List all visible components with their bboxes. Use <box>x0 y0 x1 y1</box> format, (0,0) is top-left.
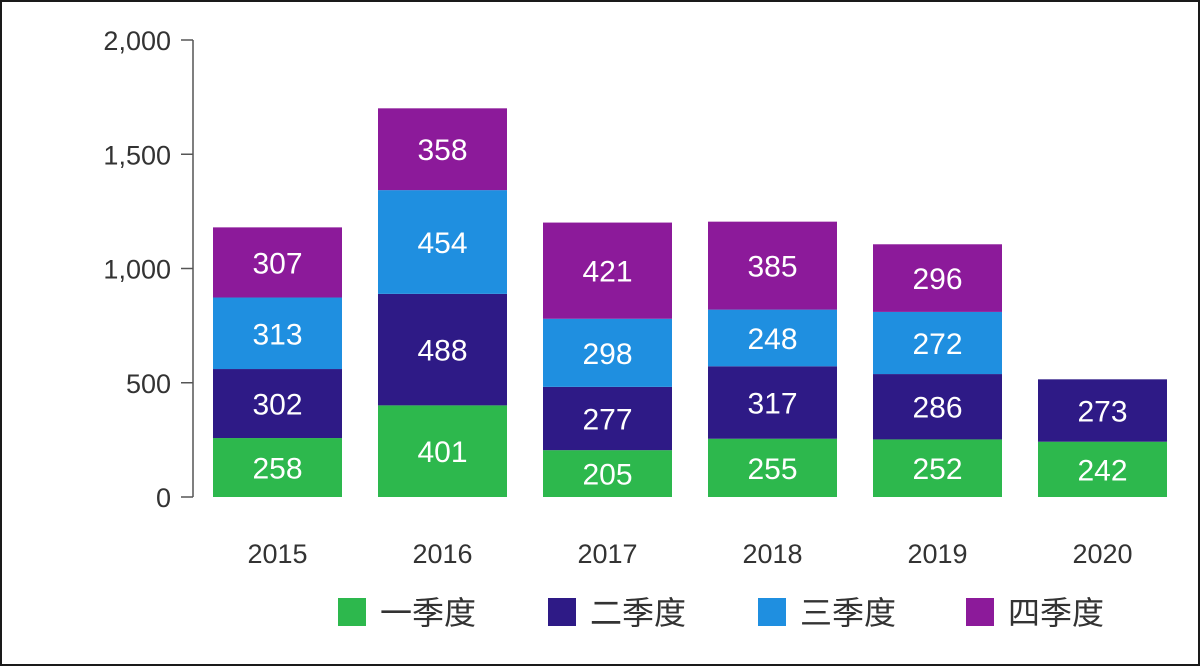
legend-label: 一季度 <box>380 595 476 631</box>
y-tick-label: 1,500 <box>103 140 171 170</box>
legend-swatch <box>758 598 786 626</box>
bar-segment <box>543 222 672 319</box>
bar-segment <box>213 227 342 298</box>
bar-value-label: 302 <box>252 389 302 422</box>
bar-segment <box>873 311 1002 375</box>
bar-value-label: 401 <box>417 436 467 469</box>
bar-value-label: 298 <box>582 338 632 371</box>
legend-swatch <box>966 598 994 626</box>
legend-swatch <box>548 598 576 626</box>
axes: 0 500 1,000 1,500 2,000 2015 2016 2017 2018 2019 2… <box>103 26 1132 569</box>
bar-segment <box>543 450 672 497</box>
bar-value-label: 242 <box>1077 454 1127 487</box>
bar-segment <box>708 438 837 497</box>
bar-segment <box>708 309 837 367</box>
bar-value-label: 205 <box>582 459 632 492</box>
bar-value-label: 488 <box>417 335 467 368</box>
bar-value-label: 313 <box>252 318 302 351</box>
y-tick-label: 2,000 <box>103 26 171 56</box>
x-tick-label: 2020 <box>1072 539 1132 569</box>
bar-value-label: 277 <box>582 404 632 437</box>
bar-segment <box>543 318 672 387</box>
bar-segment <box>378 108 507 191</box>
bar-segment <box>708 221 837 310</box>
x-tick-label: 2017 <box>577 539 637 569</box>
bar-value-label: 358 <box>417 134 467 167</box>
bar-value-label: 248 <box>747 323 797 356</box>
bar-segment <box>378 293 507 406</box>
bar-value-label: 385 <box>747 251 797 284</box>
bar-segment <box>543 386 672 451</box>
bar-segment <box>213 438 342 497</box>
bar-value-label: 296 <box>912 263 962 296</box>
bar-value-label: 258 <box>252 453 302 486</box>
legend-swatch <box>338 598 366 626</box>
bar-segment <box>1038 379 1167 442</box>
bar-value-label: 273 <box>1077 396 1127 429</box>
bar-value-label: 255 <box>747 453 797 486</box>
legend-label: 二季度 <box>590 595 686 631</box>
bar-segment <box>708 366 837 439</box>
legend-label: 三季度 <box>800 595 896 631</box>
bar-segment <box>213 369 342 439</box>
bar-value-label: 286 <box>912 392 962 425</box>
bar-segment <box>1038 441 1167 497</box>
x-tick-label: 2015 <box>247 539 307 569</box>
y-tick-label: 1,000 <box>103 255 171 285</box>
x-tick-label: 2016 <box>412 539 472 569</box>
bars: 258 302 313 307 401 488 454 358 205 277 298 421 255 3… <box>213 108 1167 497</box>
bar-segment <box>873 374 1002 440</box>
bar-value-label: 317 <box>747 388 797 421</box>
x-tick-label: 2019 <box>907 539 967 569</box>
y-tick-label: 0 <box>156 483 171 513</box>
x-tick-label: 2018 <box>742 539 802 569</box>
bar-value-label: 252 <box>912 453 962 486</box>
legend: 一季度 二季度 三季度 四季度 <box>338 595 1104 631</box>
bar-value-label: 272 <box>912 328 962 361</box>
bar-value-label: 307 <box>252 247 302 280</box>
bar-value-label: 421 <box>582 256 632 289</box>
bar-segment <box>378 190 507 294</box>
bar-segment <box>378 405 507 497</box>
bar-segment <box>213 297 342 370</box>
bar-segment <box>873 244 1002 312</box>
legend-label: 四季度 <box>1008 595 1104 631</box>
y-tick-label: 500 <box>126 369 171 399</box>
bar-segment <box>873 439 1002 497</box>
bar-value-label: 454 <box>417 227 467 260</box>
